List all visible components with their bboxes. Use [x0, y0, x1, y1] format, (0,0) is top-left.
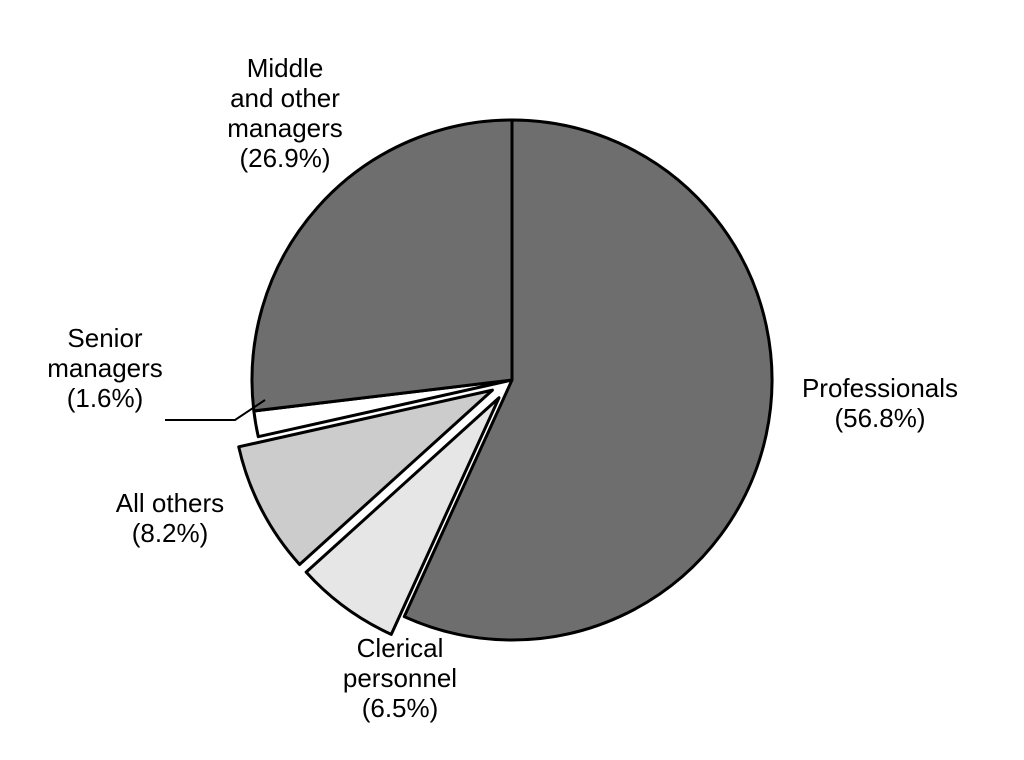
- pie-chart: Professionals(56.8%)Clericalpersonnel(6.…: [0, 0, 1024, 760]
- slice-label: All others(8.2%): [116, 488, 224, 548]
